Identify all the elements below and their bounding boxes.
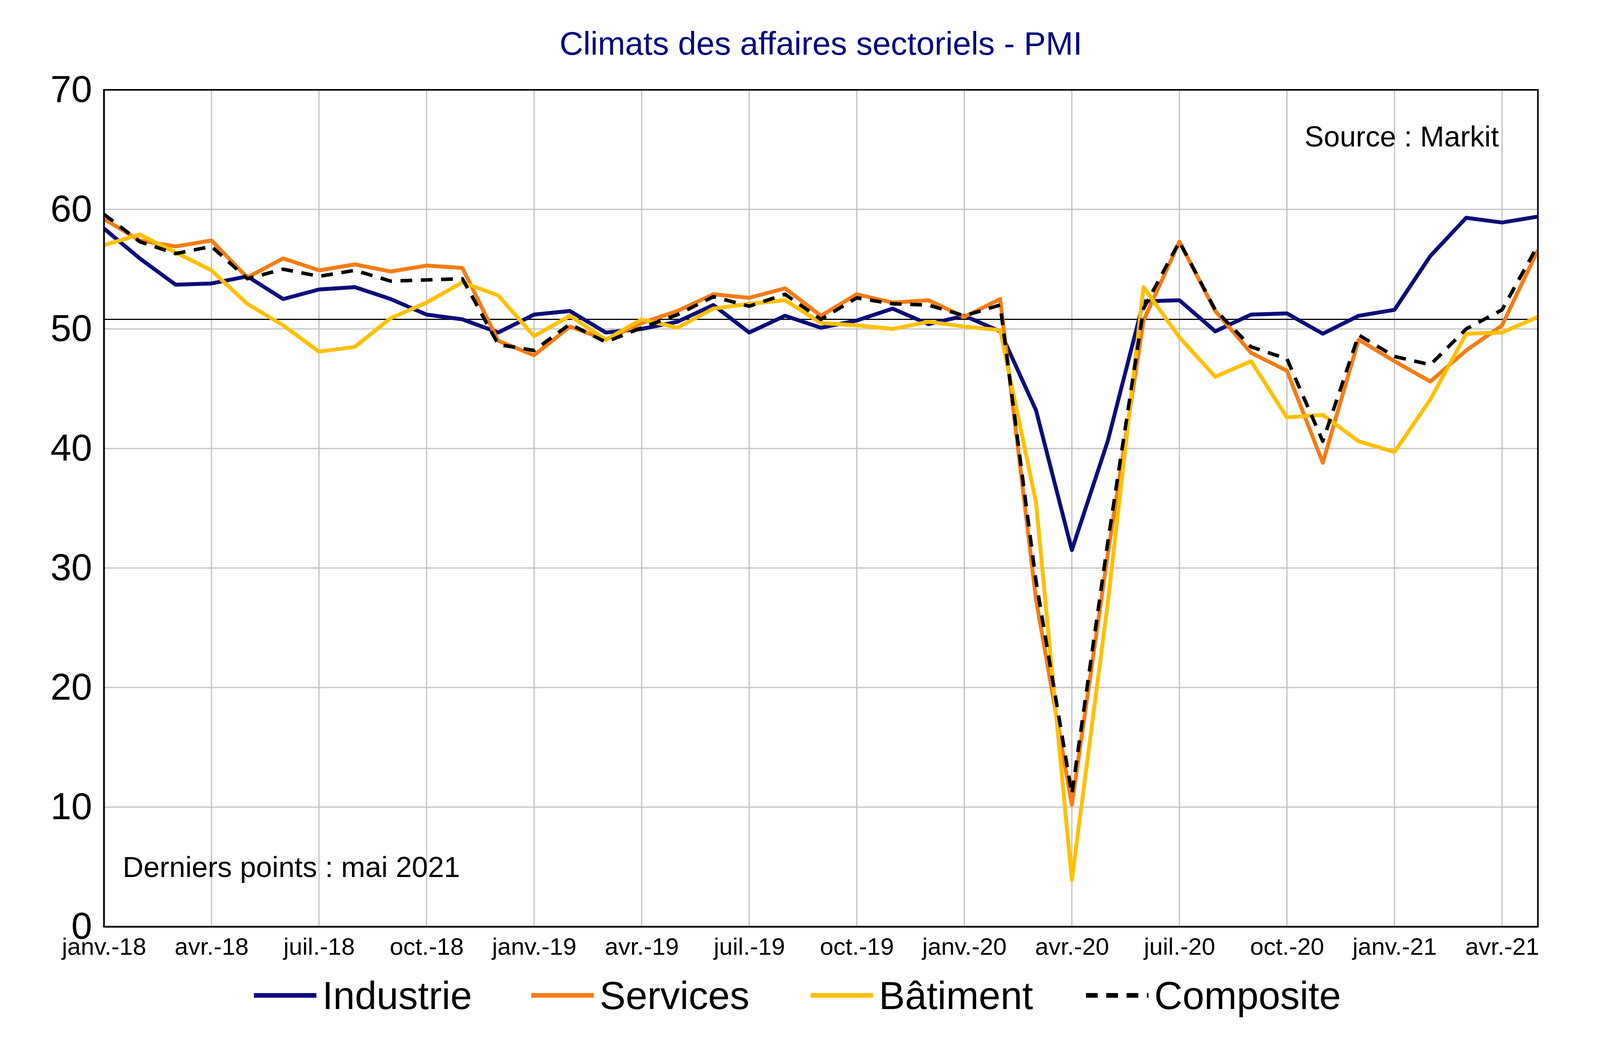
y-tick-label: 20 <box>50 665 93 708</box>
grid-line-x <box>641 89 643 927</box>
x-tick-label: janv.-21 <box>1351 932 1437 960</box>
x-tick-label: juil.-20 <box>1142 932 1216 960</box>
y-tick-label: 60 <box>50 187 93 230</box>
title: Climats des affaires sectoriels - PMI <box>559 25 1083 62</box>
grid-line-x <box>748 89 750 927</box>
grid-line-x <box>1178 89 1181 927</box>
grid-line-x <box>425 89 427 927</box>
legend-swatch <box>253 992 317 998</box>
y-tick: 70 <box>50 67 104 110</box>
x-tick-label: oct.-20 <box>1250 932 1325 960</box>
x-tick: janv.-19 <box>491 926 577 960</box>
y-tick-label: 30 <box>50 546 93 588</box>
y-tick-label: 10 <box>50 785 93 827</box>
x-tick-label: janv.-19 <box>491 932 577 960</box>
x-tick-label: avr.-19 <box>604 932 679 960</box>
grid-line-x <box>856 89 858 927</box>
grid-line-x <box>318 89 320 927</box>
legend-swatch <box>810 992 874 998</box>
grid-line-x <box>533 89 535 927</box>
annotation: Derniers points : mai 2021 <box>122 850 461 884</box>
legend-label: Services <box>599 973 750 1018</box>
y-tick-label: 40 <box>50 426 93 469</box>
series-line <box>103 214 1538 794</box>
x-tick: avr.-21 <box>1465 926 1540 960</box>
legend-swatch <box>1085 992 1149 998</box>
legend-label: Bâtiment <box>878 973 1034 1018</box>
grid-line-x <box>963 89 965 927</box>
legend-swatch <box>531 992 594 998</box>
grid <box>103 89 1538 927</box>
annotation: Source : Markit <box>1304 120 1499 153</box>
y-tick: 30 <box>50 546 104 588</box>
x-tick: janv.-20 <box>921 926 1007 960</box>
x-tick: juil.-18 <box>282 926 356 960</box>
y-tick-label: 50 <box>50 307 93 349</box>
y-tick-label: 70 <box>50 67 93 110</box>
chart: 010203040506070janv.-18avr.-18juil.-18oc… <box>0 0 1600 1045</box>
x-tick: oct.-18 <box>389 926 465 960</box>
y-axis: 010203040506070 <box>50 67 104 947</box>
x-tick-label: janv.-18 <box>61 932 147 960</box>
x-tick: avr.-20 <box>1035 926 1110 960</box>
y-tick: 60 <box>50 187 104 230</box>
legend: Industrie Services Bâtiment Composite <box>253 973 1342 1018</box>
x-tick: juil.-20 <box>1142 926 1216 960</box>
series-line <box>103 218 1538 805</box>
x-tick: juil.-19 <box>712 926 786 960</box>
x-axis: janv.-18 avr.-18 juil.-18 oct.-18 janv.-19 av… <box>61 926 1540 960</box>
x-tick-label: avr.-21 <box>1465 932 1540 960</box>
x-tick-label: janv.-20 <box>921 932 1007 960</box>
y-tick: 50 <box>50 307 104 349</box>
legend-label: Industrie <box>322 973 473 1018</box>
x-tick-label: juil.-18 <box>282 932 356 960</box>
y-tick: 10 <box>50 785 104 827</box>
series-line <box>103 234 1538 880</box>
grid-line-x <box>1286 89 1288 927</box>
lines <box>103 214 1538 880</box>
x-tick: janv.-18 <box>61 926 147 960</box>
x-tick-label: oct.-19 <box>819 932 895 960</box>
y-tick: 20 <box>50 665 104 708</box>
x-tick-label: oct.-18 <box>389 932 465 960</box>
legend-label: Composite <box>1154 973 1342 1018</box>
grid-line-x <box>210 89 213 927</box>
grid-line-x <box>1501 89 1503 927</box>
x-tick-label: avr.-20 <box>1035 932 1110 960</box>
grid-line-x <box>1393 89 1395 927</box>
x-tick: oct.-19 <box>819 926 895 960</box>
series-line <box>103 216 1538 550</box>
plot-frame <box>103 89 1538 927</box>
x-tick: janv.-21 <box>1351 926 1437 960</box>
y-tick: 40 <box>50 426 104 469</box>
x-tick: avr.-18 <box>174 926 249 960</box>
x-tick-label: juil.-19 <box>712 932 786 960</box>
x-tick: avr.-19 <box>604 926 679 960</box>
x-tick: oct.-20 <box>1250 926 1325 960</box>
x-tick-label: avr.-18 <box>174 932 249 960</box>
